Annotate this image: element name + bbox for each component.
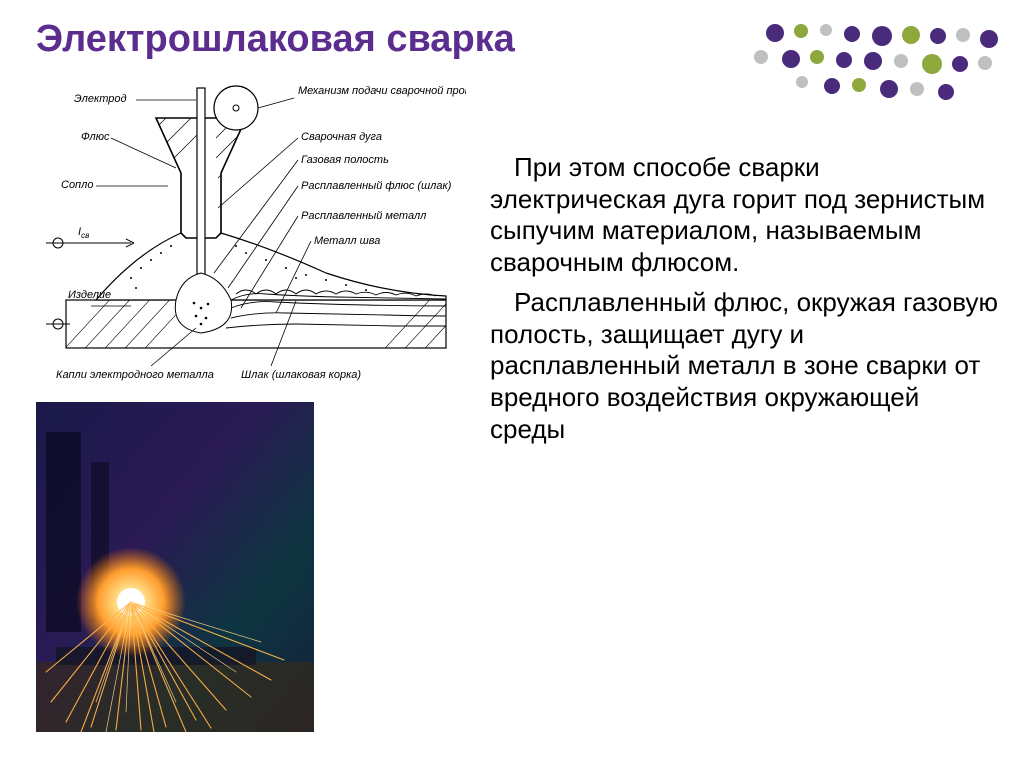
feed-roller — [214, 86, 258, 130]
welding-photo — [36, 402, 314, 732]
decoration-dot — [824, 78, 840, 94]
decoration-dot — [836, 52, 852, 68]
decoration-dot — [844, 26, 860, 42]
decoration-dot — [902, 26, 920, 44]
workpiece — [56, 293, 466, 358]
decoration-dot — [810, 50, 824, 64]
label-molten-flux: Расплавленный флюс (шлак) — [301, 180, 452, 192]
decoration-dot — [894, 54, 908, 68]
welding-diagram: Iсв Электрод Флюс Сопло Изделие Механизм… — [36, 78, 466, 388]
decoration-dot — [796, 76, 808, 88]
decoration-dot — [978, 56, 992, 70]
decoration-dots — [744, 16, 1004, 106]
label-slag: Шлак (шлаковая корка) — [241, 369, 361, 381]
paragraph-1: При этом способе сварки электрическая ду… — [490, 152, 1000, 279]
decoration-dot — [952, 56, 968, 72]
decoration-dot — [930, 28, 946, 44]
decoration-dot — [864, 52, 882, 70]
label-nozzle: Сопло — [61, 179, 93, 191]
decoration-dot — [872, 26, 892, 46]
decoration-dot — [820, 24, 832, 36]
decoration-dot — [754, 50, 768, 64]
label-flux: Флюс — [81, 131, 110, 143]
label-feed: Механизм подачи сварочной проволоки — [298, 85, 466, 97]
paragraph-2: Расплавленный флюс, окружая газовую поло… — [490, 287, 1000, 446]
label-electrode: Электрод — [74, 93, 127, 105]
decoration-dot — [922, 54, 942, 74]
decoration-dot — [980, 30, 998, 48]
decoration-dot — [782, 50, 800, 68]
decoration-dot — [852, 78, 866, 92]
decoration-dot — [956, 28, 970, 42]
decoration-dot — [938, 84, 954, 100]
decoration-dot — [766, 24, 784, 42]
label-weld-metal: Металл шва — [314, 235, 380, 247]
label-arc: Сварочная дуга — [301, 131, 382, 143]
current-label: Iсв — [78, 226, 89, 240]
label-gas: Газовая полость — [301, 154, 389, 166]
label-drops: Капли электродного металла — [56, 369, 214, 381]
slide-title: Электрошлаковая сварка — [36, 18, 515, 61]
label-workpiece: Изделие — [68, 289, 111, 301]
decoration-dot — [910, 82, 924, 96]
decoration-dot — [794, 24, 808, 38]
decoration-dot — [880, 80, 898, 98]
electrode — [197, 88, 205, 298]
label-molten-metal: Расплавленный металл — [301, 210, 426, 222]
body-text: При этом способе сварки электрическая ду… — [490, 152, 1000, 453]
